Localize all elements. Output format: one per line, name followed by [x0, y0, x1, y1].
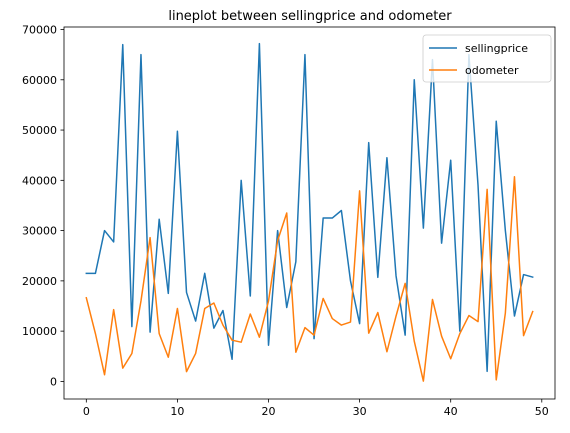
y-axis: 0 10000 20000 30000 40000 50000 60000 70000: [22, 24, 64, 388]
y-tick-label: 70000: [22, 24, 57, 37]
x-tick-label: 20: [262, 405, 276, 418]
y-tick-label: 60000: [22, 74, 57, 87]
y-tick-label: 20000: [22, 275, 57, 288]
series-line-sellingprice: [85, 42, 534, 373]
series-layer: [85, 42, 534, 382]
y-tick-label: 0: [50, 375, 57, 388]
x-axis: 0 10 20 30 40 50: [83, 399, 549, 418]
y-tick-label: 30000: [22, 225, 57, 238]
x-tick-label: 0: [83, 405, 90, 418]
legend-label-odometer: odometer: [465, 64, 519, 77]
x-tick-label: 50: [535, 405, 549, 418]
chart-title: lineplot between sellingprice and odomet…: [168, 9, 452, 24]
y-tick-label: 50000: [22, 124, 57, 137]
x-tick-label: 40: [444, 405, 458, 418]
plot-frame: [63, 26, 556, 400]
x-tick-label: 30: [353, 405, 367, 418]
y-tick-label: 40000: [22, 174, 57, 187]
series-line-odometer: [85, 176, 534, 382]
legend-label-sellingprice: sellingprice: [465, 42, 528, 55]
y-tick-label: 10000: [22, 325, 57, 338]
legend: sellingprice odometer: [422, 34, 552, 83]
x-tick-label: 10: [170, 405, 184, 418]
